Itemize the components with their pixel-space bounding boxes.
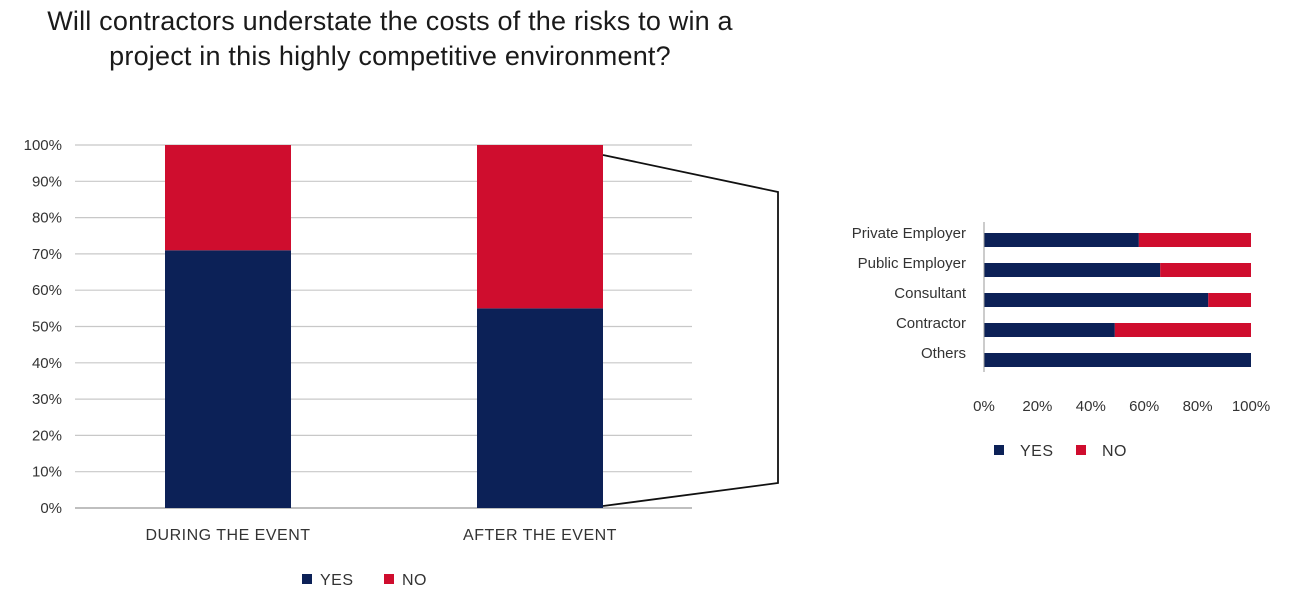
bar-no xyxy=(477,145,603,309)
y-tick-label: 10% xyxy=(32,464,62,481)
inset-x-tick-label: 60% xyxy=(1129,398,1159,415)
inset-x-tick-label: 100% xyxy=(1232,398,1270,415)
y-tick-label: 20% xyxy=(32,427,62,444)
inset-bar-yes xyxy=(984,263,1161,277)
x-category-label: AFTER THE EVENT xyxy=(463,527,617,544)
inset-legend-label-yes: YES xyxy=(1020,443,1054,460)
y-tick-label: 60% xyxy=(32,282,62,299)
inset-category-label: Public Employer xyxy=(858,255,966,272)
y-tick-label: 100% xyxy=(24,137,62,154)
inset-x-tick-label: 20% xyxy=(1022,398,1052,415)
inset-bar-yes xyxy=(984,353,1251,367)
legend-label-yes: YES xyxy=(320,572,354,589)
y-tick-label: 50% xyxy=(32,319,62,336)
main-bar-chart: 0% 10% 20% 30% 40% 50% 60% 70% 80% 90% 100% DURING … xyxy=(24,137,692,589)
y-tick-label: 80% xyxy=(32,210,62,227)
inset-bar-no xyxy=(1138,233,1251,247)
inset-bar-chart: Private Employer Public Employer Consultan… xyxy=(852,222,1270,460)
inset-bar-yes xyxy=(984,233,1139,247)
inset-x-tick-label: 80% xyxy=(1183,398,1213,415)
y-tick-label: 0% xyxy=(40,500,62,517)
zoom-connector-line xyxy=(602,154,779,507)
chart-title: Will contractors understate the costs of… xyxy=(47,6,733,71)
inset-category-label: Private Employer xyxy=(852,225,966,242)
legend-label-no: NO xyxy=(402,572,427,589)
y-tick-label: 90% xyxy=(32,173,62,190)
inset-legend-swatch-yes xyxy=(994,445,1004,455)
bar-no xyxy=(165,145,291,251)
x-category-label: DURING THE EVENT xyxy=(145,527,310,544)
inset-bar-yes xyxy=(984,323,1115,337)
bar-yes xyxy=(165,250,291,508)
inset-bar-no xyxy=(1160,263,1251,277)
inset-category-label: Contractor xyxy=(896,315,966,332)
inset-legend-swatch-no xyxy=(1076,445,1086,455)
inset-bar-no xyxy=(1114,323,1251,337)
inset-x-tick-label: 0% xyxy=(973,398,995,415)
inset-bar-no xyxy=(1208,293,1251,307)
y-tick-label: 40% xyxy=(32,355,62,372)
legend-swatch-yes xyxy=(302,574,312,584)
inset-bar-yes xyxy=(984,293,1209,307)
y-tick-label: 30% xyxy=(32,391,62,408)
zoom-connector xyxy=(602,154,779,507)
inset-x-tick-label: 40% xyxy=(1076,398,1106,415)
inset-category-label: Others xyxy=(921,345,966,362)
inset-legend-label-no: NO xyxy=(1102,443,1127,460)
inset-category-label: Consultant xyxy=(894,285,967,302)
y-tick-label: 70% xyxy=(32,246,62,263)
bar-yes xyxy=(477,308,603,508)
legend-swatch-no xyxy=(384,574,394,584)
